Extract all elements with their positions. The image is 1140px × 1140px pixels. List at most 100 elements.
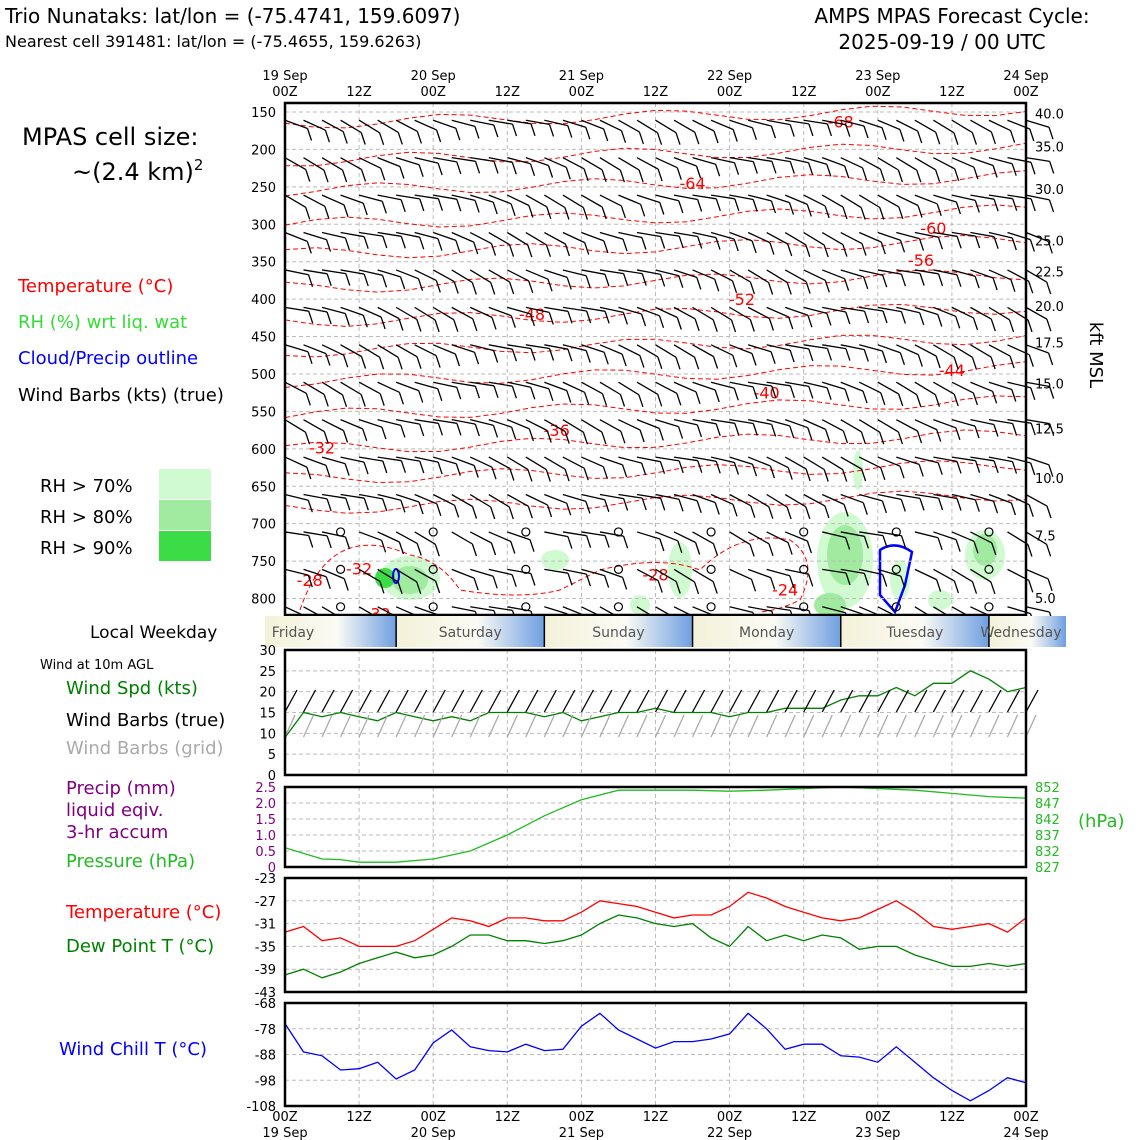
wind-barb [896, 306, 920, 314]
wind-barb [636, 381, 659, 395]
grid-wind-barb [914, 714, 926, 738]
wind-barb [433, 194, 457, 200]
wind-barb [507, 306, 531, 315]
wind-barb [544, 568, 569, 574]
wind-barb [506, 456, 529, 470]
wind-barb [803, 194, 826, 207]
wind-barb [599, 194, 622, 207]
wind-barb-flag [323, 431, 329, 444]
grid-wind-barb [302, 714, 315, 738]
wind-barb-flag [585, 310, 592, 324]
wind-barb [377, 157, 401, 168]
wind-barb-flag [992, 500, 999, 514]
wind-barb-flag [1030, 162, 1036, 175]
wind-barb [840, 306, 865, 312]
wind-barb-flag [323, 169, 329, 183]
wind-barb-flag [898, 206, 904, 220]
wind-barb-flag [1027, 319, 1033, 333]
wind-barb-flag [751, 463, 758, 477]
true-wind-barb [932, 689, 946, 713]
calm-wind-marker [891, 564, 901, 574]
wind-barb-flag [990, 356, 996, 370]
wind-barb-flag [639, 355, 645, 368]
wind-barb [747, 306, 770, 320]
wind-barb [803, 419, 826, 430]
wind-barb-flag [749, 281, 756, 295]
grid-wind-barb [469, 714, 481, 738]
wind-barb [859, 493, 883, 502]
wind-barb [377, 568, 399, 583]
wind-barb [729, 381, 754, 388]
wind-barb-flag [473, 465, 479, 478]
wind-barb-flag [1049, 161, 1055, 174]
wind-barb [525, 306, 550, 314]
wind-barb-flag [381, 426, 387, 440]
wind-barb-flag [678, 460, 684, 474]
rh-legend-label: RH > 80% [40, 507, 133, 528]
wind-barb-flag [882, 310, 888, 324]
wind-barb [284, 344, 309, 353]
wind-barb [933, 493, 958, 500]
wind-barb [822, 306, 846, 313]
wind-barb-flag [733, 388, 739, 401]
wind-barb [877, 381, 900, 395]
wind-barb-flag [863, 310, 870, 324]
wind-barb-flag [751, 353, 757, 366]
wind-barb-flag [770, 577, 776, 590]
wind-barb-flag [767, 282, 774, 295]
top-date-label: 19 Sep [262, 69, 307, 84]
wind10-label: Wind at 10m AGL [40, 658, 154, 673]
height-tick-label: 30.0 [1035, 183, 1064, 198]
wind-barb [451, 456, 475, 467]
wind-barb-flag [769, 465, 776, 479]
wind-barb [840, 456, 862, 470]
wind-barb-flag [860, 431, 867, 445]
wind-barb [951, 419, 976, 427]
wind-barb [581, 456, 604, 468]
wind-barb-flag [732, 504, 738, 517]
wind-barb-flag [1047, 352, 1054, 366]
wind-barb [284, 531, 309, 537]
wind-barb [840, 344, 865, 351]
wind-barb-flag [619, 394, 626, 407]
true-wind-barb [969, 689, 983, 713]
bottom-tick-label: 12Z [939, 1110, 965, 1125]
wind-barb [488, 606, 513, 612]
true-wind-barb [469, 689, 483, 713]
wind-barb-flag [490, 506, 496, 520]
wind-barb-flag [917, 205, 923, 218]
wind-barb-flag [770, 424, 777, 437]
grid-wind-barb [691, 714, 704, 738]
wind-barb-flag [953, 356, 959, 370]
wind-barb [970, 381, 993, 392]
wind-barb-flag [861, 167, 868, 181]
pressure-tick-label: 450 [251, 331, 276, 346]
hpa-unit-label: (hPa) [1078, 811, 1125, 832]
wind-barb-flag [845, 572, 851, 586]
wind-barb-flag [1047, 241, 1053, 254]
wind-barb [673, 119, 696, 133]
wind-barb-flag [808, 348, 814, 362]
wind-barb [377, 456, 402, 462]
pressure-tick-label: 842 [1035, 813, 1060, 828]
wind-barb-flag [382, 460, 388, 474]
wind-barb [1007, 306, 1029, 321]
wind-barb-flag [509, 468, 515, 481]
wind-barb [544, 531, 569, 538]
wind-barb-flag [1048, 126, 1054, 140]
wind-barb-flag [732, 129, 738, 142]
wind-barb [933, 231, 958, 237]
y-tick-label: 15 [259, 707, 276, 722]
wind-barb-flag [602, 466, 609, 479]
wind-barb-flag [972, 392, 979, 406]
y-tick-label: -98 [255, 1074, 276, 1089]
wind-barb-flag [622, 273, 629, 286]
wind-barb [655, 344, 677, 358]
weekday-cell [544, 616, 693, 647]
wind-barb [914, 119, 937, 133]
wind-barb-flag [824, 505, 830, 519]
wind-barb-flag [380, 540, 387, 553]
wind-barb [988, 269, 1012, 281]
calm-wind-marker [521, 564, 531, 574]
wind-barb [803, 381, 828, 389]
